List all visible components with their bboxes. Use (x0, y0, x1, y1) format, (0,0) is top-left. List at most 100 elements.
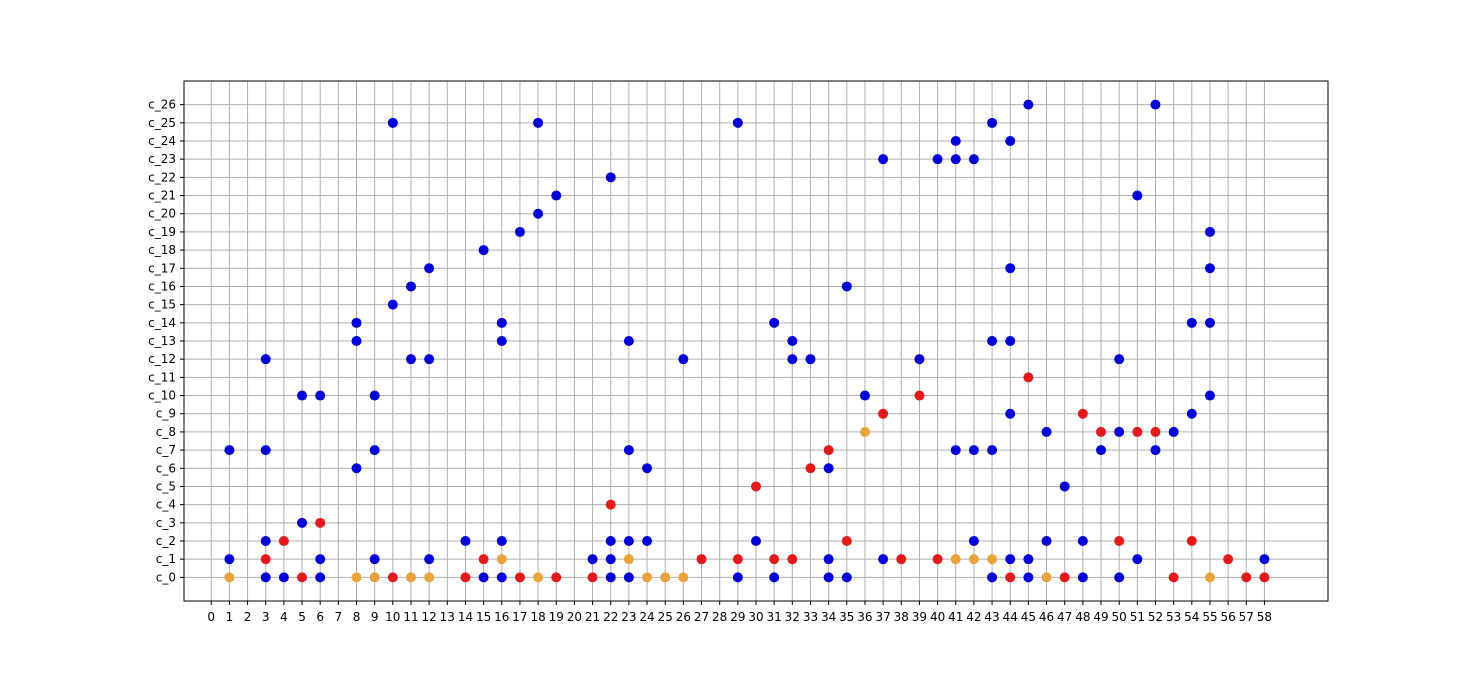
data-point-orange (369, 572, 380, 583)
x-tick-label: 9 (371, 610, 379, 624)
data-point-orange (224, 572, 235, 583)
data-point-blue (1023, 554, 1034, 565)
data-point-blue (769, 572, 780, 583)
data-point-blue (623, 536, 634, 546)
data-point-blue (514, 226, 525, 237)
x-tick-label: 40 (930, 610, 945, 624)
data-point-orange (1204, 572, 1215, 583)
data-point-red (1132, 426, 1143, 437)
data-point-blue (315, 572, 326, 583)
data-point-blue (823, 572, 834, 583)
y-tick-label: c_7 (156, 443, 176, 457)
data-point-blue (932, 154, 943, 165)
x-tick-label: 24 (639, 610, 654, 624)
x-axis-ticks: 0 1 2 3 4 5 6 7 8 9 10 11 12 13 14 15 16 17 18 19 20 21 22 23 24… (207, 601, 1272, 624)
data-point-orange (678, 572, 689, 583)
data-point-red (551, 572, 562, 583)
data-point-blue (605, 554, 616, 565)
data-point-orange (642, 572, 653, 583)
data-point-blue (732, 572, 743, 583)
data-point-blue (297, 390, 308, 401)
x-tick-label: 14 (458, 610, 473, 624)
data-point-blue (1077, 536, 1088, 546)
data-point-blue (533, 117, 544, 128)
x-tick-label: 53 (1166, 610, 1181, 624)
data-point-orange (533, 572, 544, 583)
data-point-red (914, 390, 925, 401)
data-point-blue (405, 354, 416, 365)
x-tick-label: 48 (1075, 610, 1090, 624)
data-point-blue (605, 572, 616, 583)
data-point-red (605, 499, 616, 510)
data-point-orange (660, 572, 671, 583)
data-point-orange (1041, 572, 1052, 583)
y-tick-label: c_3 (156, 516, 176, 530)
y-tick-label: c_6 (156, 461, 176, 475)
data-point-blue (496, 536, 507, 546)
data-point-blue (987, 572, 998, 583)
data-point-blue (496, 336, 507, 346)
x-tick-label: 45 (1021, 610, 1036, 624)
x-tick-label: 13 (440, 610, 455, 624)
x-tick-label: 30 (748, 610, 763, 624)
x-tick-label: 54 (1184, 610, 1199, 624)
y-tick-label: c_0 (156, 570, 176, 584)
data-point-red (878, 408, 889, 419)
y-tick-label: c_24 (148, 134, 176, 148)
x-tick-label: 26 (676, 610, 691, 624)
data-point-blue (1005, 336, 1016, 346)
data-point-blue (1023, 99, 1034, 110)
data-point-blue (1186, 317, 1197, 328)
y-tick-label: c_26 (148, 98, 176, 112)
x-tick-label: 1 (226, 610, 234, 624)
data-point-blue (878, 154, 889, 165)
data-point-blue (551, 190, 562, 201)
x-tick-label: 31 (767, 610, 782, 624)
data-point-red (514, 572, 525, 583)
data-point-blue (605, 172, 616, 183)
x-tick-label: 35 (839, 610, 854, 624)
data-point-red (478, 554, 489, 565)
data-point-blue (751, 536, 761, 546)
x-tick-label: 7 (335, 610, 343, 624)
data-point-blue (1168, 426, 1179, 437)
data-point-orange (950, 554, 961, 565)
data-point-red (787, 554, 798, 565)
data-point-blue (678, 354, 689, 365)
x-tick-label: 2 (244, 610, 252, 624)
data-point-red (1023, 372, 1034, 383)
y-tick-label: c_9 (156, 407, 176, 421)
data-point-blue (605, 536, 616, 546)
data-point-blue (315, 390, 326, 401)
x-tick-label: 25 (658, 610, 673, 624)
x-tick-label: 57 (1239, 610, 1254, 624)
y-tick-label: c_11 (148, 370, 176, 384)
x-tick-label: 34 (821, 610, 836, 624)
data-point-blue (623, 336, 634, 346)
data-point-red (1186, 536, 1197, 546)
data-point-blue (1041, 426, 1052, 437)
data-point-blue (968, 536, 979, 546)
data-point-red (841, 536, 852, 546)
data-point-blue (642, 463, 653, 474)
data-point-blue (878, 554, 889, 565)
x-tick-label: 51 (1130, 610, 1145, 624)
data-point-orange (424, 572, 435, 583)
data-point-blue (1204, 390, 1215, 401)
data-point-blue (1005, 554, 1016, 565)
y-tick-label: c_17 (148, 261, 176, 275)
data-point-blue (587, 554, 598, 565)
data-point-blue (478, 245, 489, 256)
x-tick-label: 41 (948, 610, 963, 624)
data-point-blue (732, 117, 743, 128)
y-tick-label: c_5 (156, 479, 176, 493)
data-point-red (315, 517, 326, 528)
y-tick-label: c_10 (148, 389, 176, 403)
data-point-blue (369, 554, 380, 565)
data-point-red (805, 463, 816, 474)
data-point-blue (1114, 572, 1125, 583)
data-point-red (278, 536, 289, 546)
data-point-blue (950, 136, 961, 146)
data-point-blue (841, 572, 852, 583)
x-tick-label: 21 (585, 610, 600, 624)
